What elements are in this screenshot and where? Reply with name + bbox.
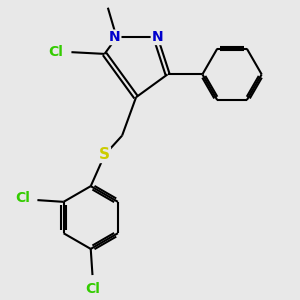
Text: Cl: Cl: [85, 282, 100, 296]
Text: S: S: [99, 147, 110, 162]
Text: N: N: [109, 30, 121, 44]
Text: N: N: [152, 30, 163, 44]
Text: Cl: Cl: [48, 45, 63, 59]
Text: Cl: Cl: [16, 191, 30, 206]
